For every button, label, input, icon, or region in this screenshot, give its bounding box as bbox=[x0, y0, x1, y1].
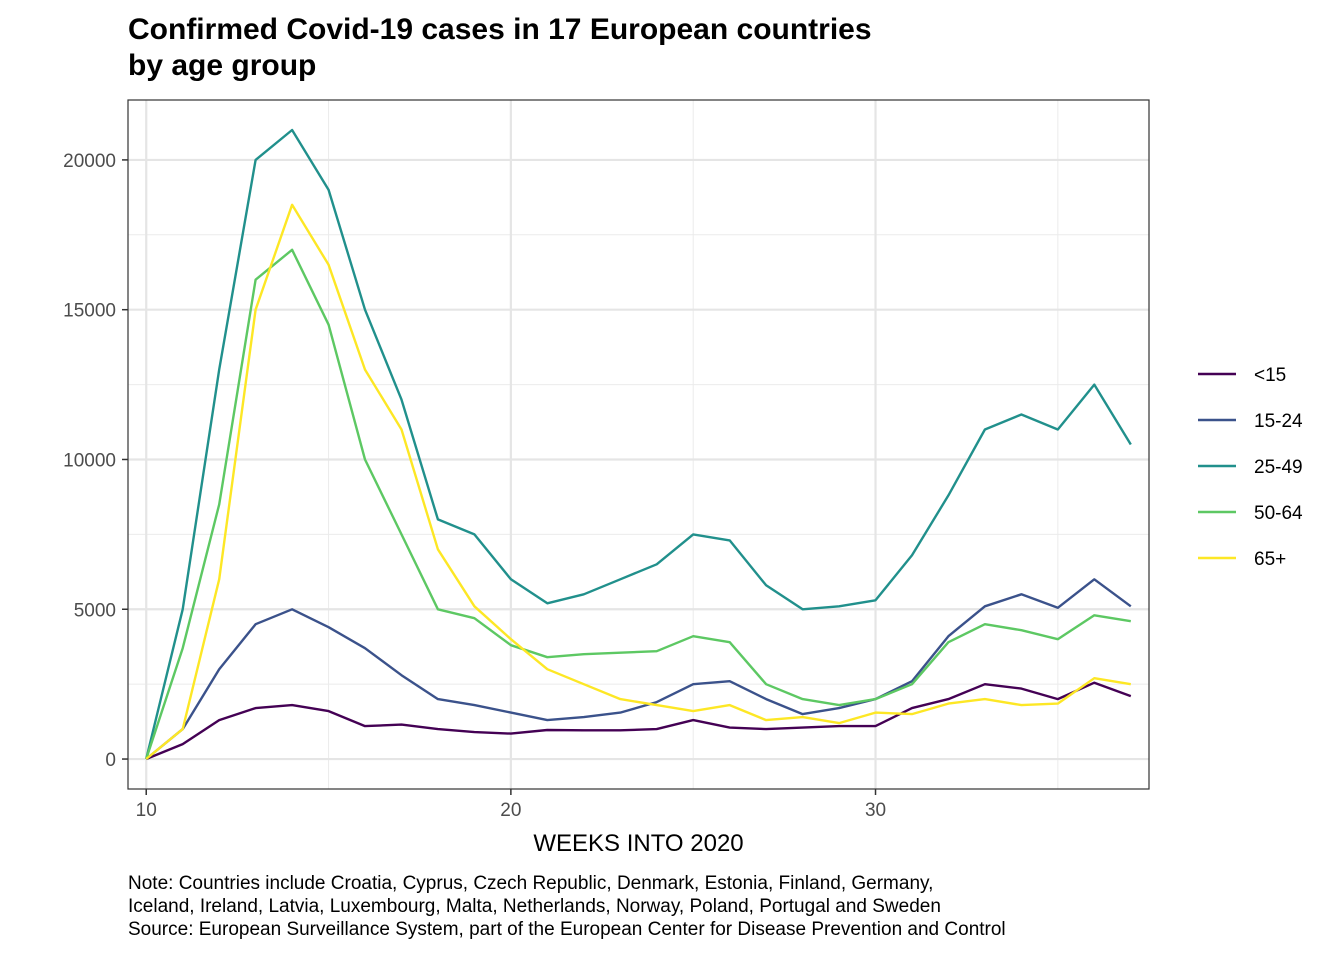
x-tick-label: 30 bbox=[865, 800, 886, 821]
y-tick-label: 5000 bbox=[74, 600, 116, 621]
series-line-1524 bbox=[145, 578, 1132, 760]
y-tick-label: 20000 bbox=[63, 151, 116, 172]
legend-label: <15 bbox=[1254, 365, 1286, 386]
chart-title: Confirmed Covid-19 cases in 17 European … bbox=[128, 12, 872, 84]
caption-source: Source: European Surveillance System, pa… bbox=[128, 919, 1006, 940]
caption-note-line1: Note: Countries include Croatia, Cyprus,… bbox=[128, 873, 934, 894]
legend: <15 15-24 25-49 50-64 65+ bbox=[1198, 365, 1303, 570]
axes: 0 5000 10000 15000 20000 10 20 30 bbox=[63, 151, 886, 821]
legend-label: 50-64 bbox=[1254, 503, 1303, 524]
x-axis-title: WEEKS INTO 2020 bbox=[533, 830, 743, 857]
chart-title-line1: Confirmed Covid-19 cases in 17 European … bbox=[128, 13, 872, 46]
series-line-15 bbox=[145, 681, 1132, 761]
y-tick-label: 15000 bbox=[63, 301, 116, 322]
y-tick-label: 10000 bbox=[63, 450, 116, 471]
caption: Note: Countries include Croatia, Cyprus,… bbox=[128, 872, 1006, 941]
chart-title-line2: by age group bbox=[128, 49, 317, 82]
series-line-65 bbox=[145, 203, 1131, 760]
legend-label: 15-24 bbox=[1254, 411, 1303, 432]
x-tick-label: 20 bbox=[500, 800, 521, 821]
series-line-2549 bbox=[145, 128, 1132, 760]
panel-border bbox=[127, 99, 1150, 790]
series-line-5064 bbox=[145, 248, 1131, 760]
caption-note-line2: Iceland, Ireland, Latvia, Luxembourg, Ma… bbox=[128, 896, 941, 917]
legend-label: 65+ bbox=[1254, 549, 1286, 570]
y-tick-label: 0 bbox=[105, 750, 116, 771]
grid bbox=[128, 100, 1149, 789]
legend-label: 25-49 bbox=[1254, 457, 1303, 478]
series-lines bbox=[145, 128, 1132, 761]
x-tick-label: 10 bbox=[136, 800, 157, 821]
